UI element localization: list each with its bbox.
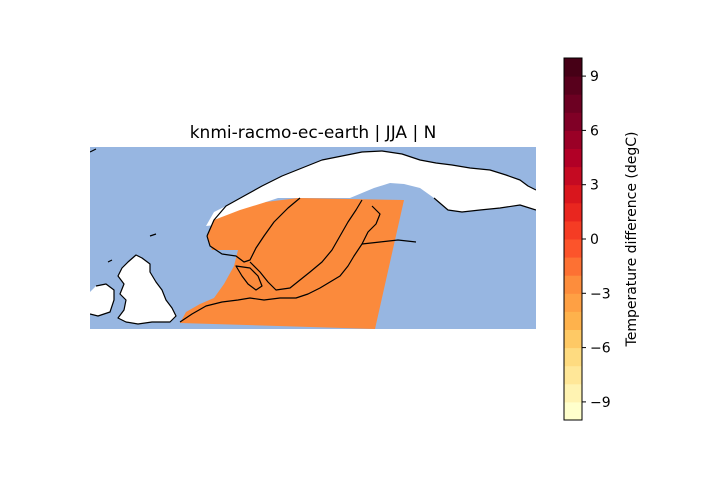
colorbar-band (564, 239, 582, 258)
colorbar-band (564, 148, 582, 168)
colorbar-band (564, 365, 582, 385)
colorbar-band (564, 58, 582, 77)
land-ireland (90, 284, 114, 316)
colorbar-band (564, 184, 582, 204)
colorbar-band (564, 76, 582, 95)
colorbar-tick-label: 0 (590, 232, 599, 248)
colorbar-tick-label: 3 (590, 178, 599, 194)
colorbar-tick-label: −3 (590, 286, 611, 302)
coastline-denmark (235, 265, 263, 291)
coastline-gulf-of-finland (361, 239, 417, 245)
temperature-field (180, 198, 404, 329)
colorbar-band (564, 220, 582, 240)
land-scandinavia-north (206, 151, 536, 226)
colorbar-band (564, 94, 582, 113)
land-masses (90, 151, 536, 324)
colorbar-band (564, 293, 582, 312)
coastline-baltic-east (179, 205, 381, 323)
colorbar-band (564, 347, 582, 367)
coastline-scandinavia (206, 150, 536, 237)
colorbar-band (564, 383, 582, 403)
coastline-ireland (90, 283, 115, 317)
coastline-norway-south (206, 197, 301, 263)
colorbar-band (564, 202, 582, 222)
colorbar-band (564, 257, 582, 276)
coastline-great-britain (117, 254, 177, 325)
colorbar-bands (564, 58, 582, 421)
colorbar-label: Temperature difference (degC) (624, 132, 640, 348)
coastline-baltic-west (249, 199, 363, 291)
colorbar-tick-label: 9 (590, 69, 599, 85)
coastline-kola (433, 197, 536, 213)
colorbar-ticks: 9 6 3 0 −3 −6 −9 (582, 69, 611, 411)
colorbar-band (564, 401, 582, 421)
colorbar-band (564, 275, 582, 294)
map-title: knmi-racmo-ec-earth | JJA | N (190, 123, 437, 143)
map-panel (90, 147, 536, 329)
coastlines (90, 148, 536, 325)
colorbar-band (564, 112, 582, 131)
colorbar-band (564, 311, 582, 330)
colorbar: 9 6 3 0 −3 −6 −9 Temperature difference (degC) (563, 57, 640, 421)
colorbar-band (564, 329, 582, 349)
land-great-britain (118, 255, 176, 324)
colorbar-band (564, 130, 582, 149)
colorbar-band (564, 166, 582, 186)
coastline-north-islands (90, 148, 157, 263)
colorbar-tick-label: 6 (590, 123, 599, 139)
colorbar-tick-label: −9 (590, 395, 611, 411)
colorbar-tick-label: −6 (590, 341, 611, 357)
